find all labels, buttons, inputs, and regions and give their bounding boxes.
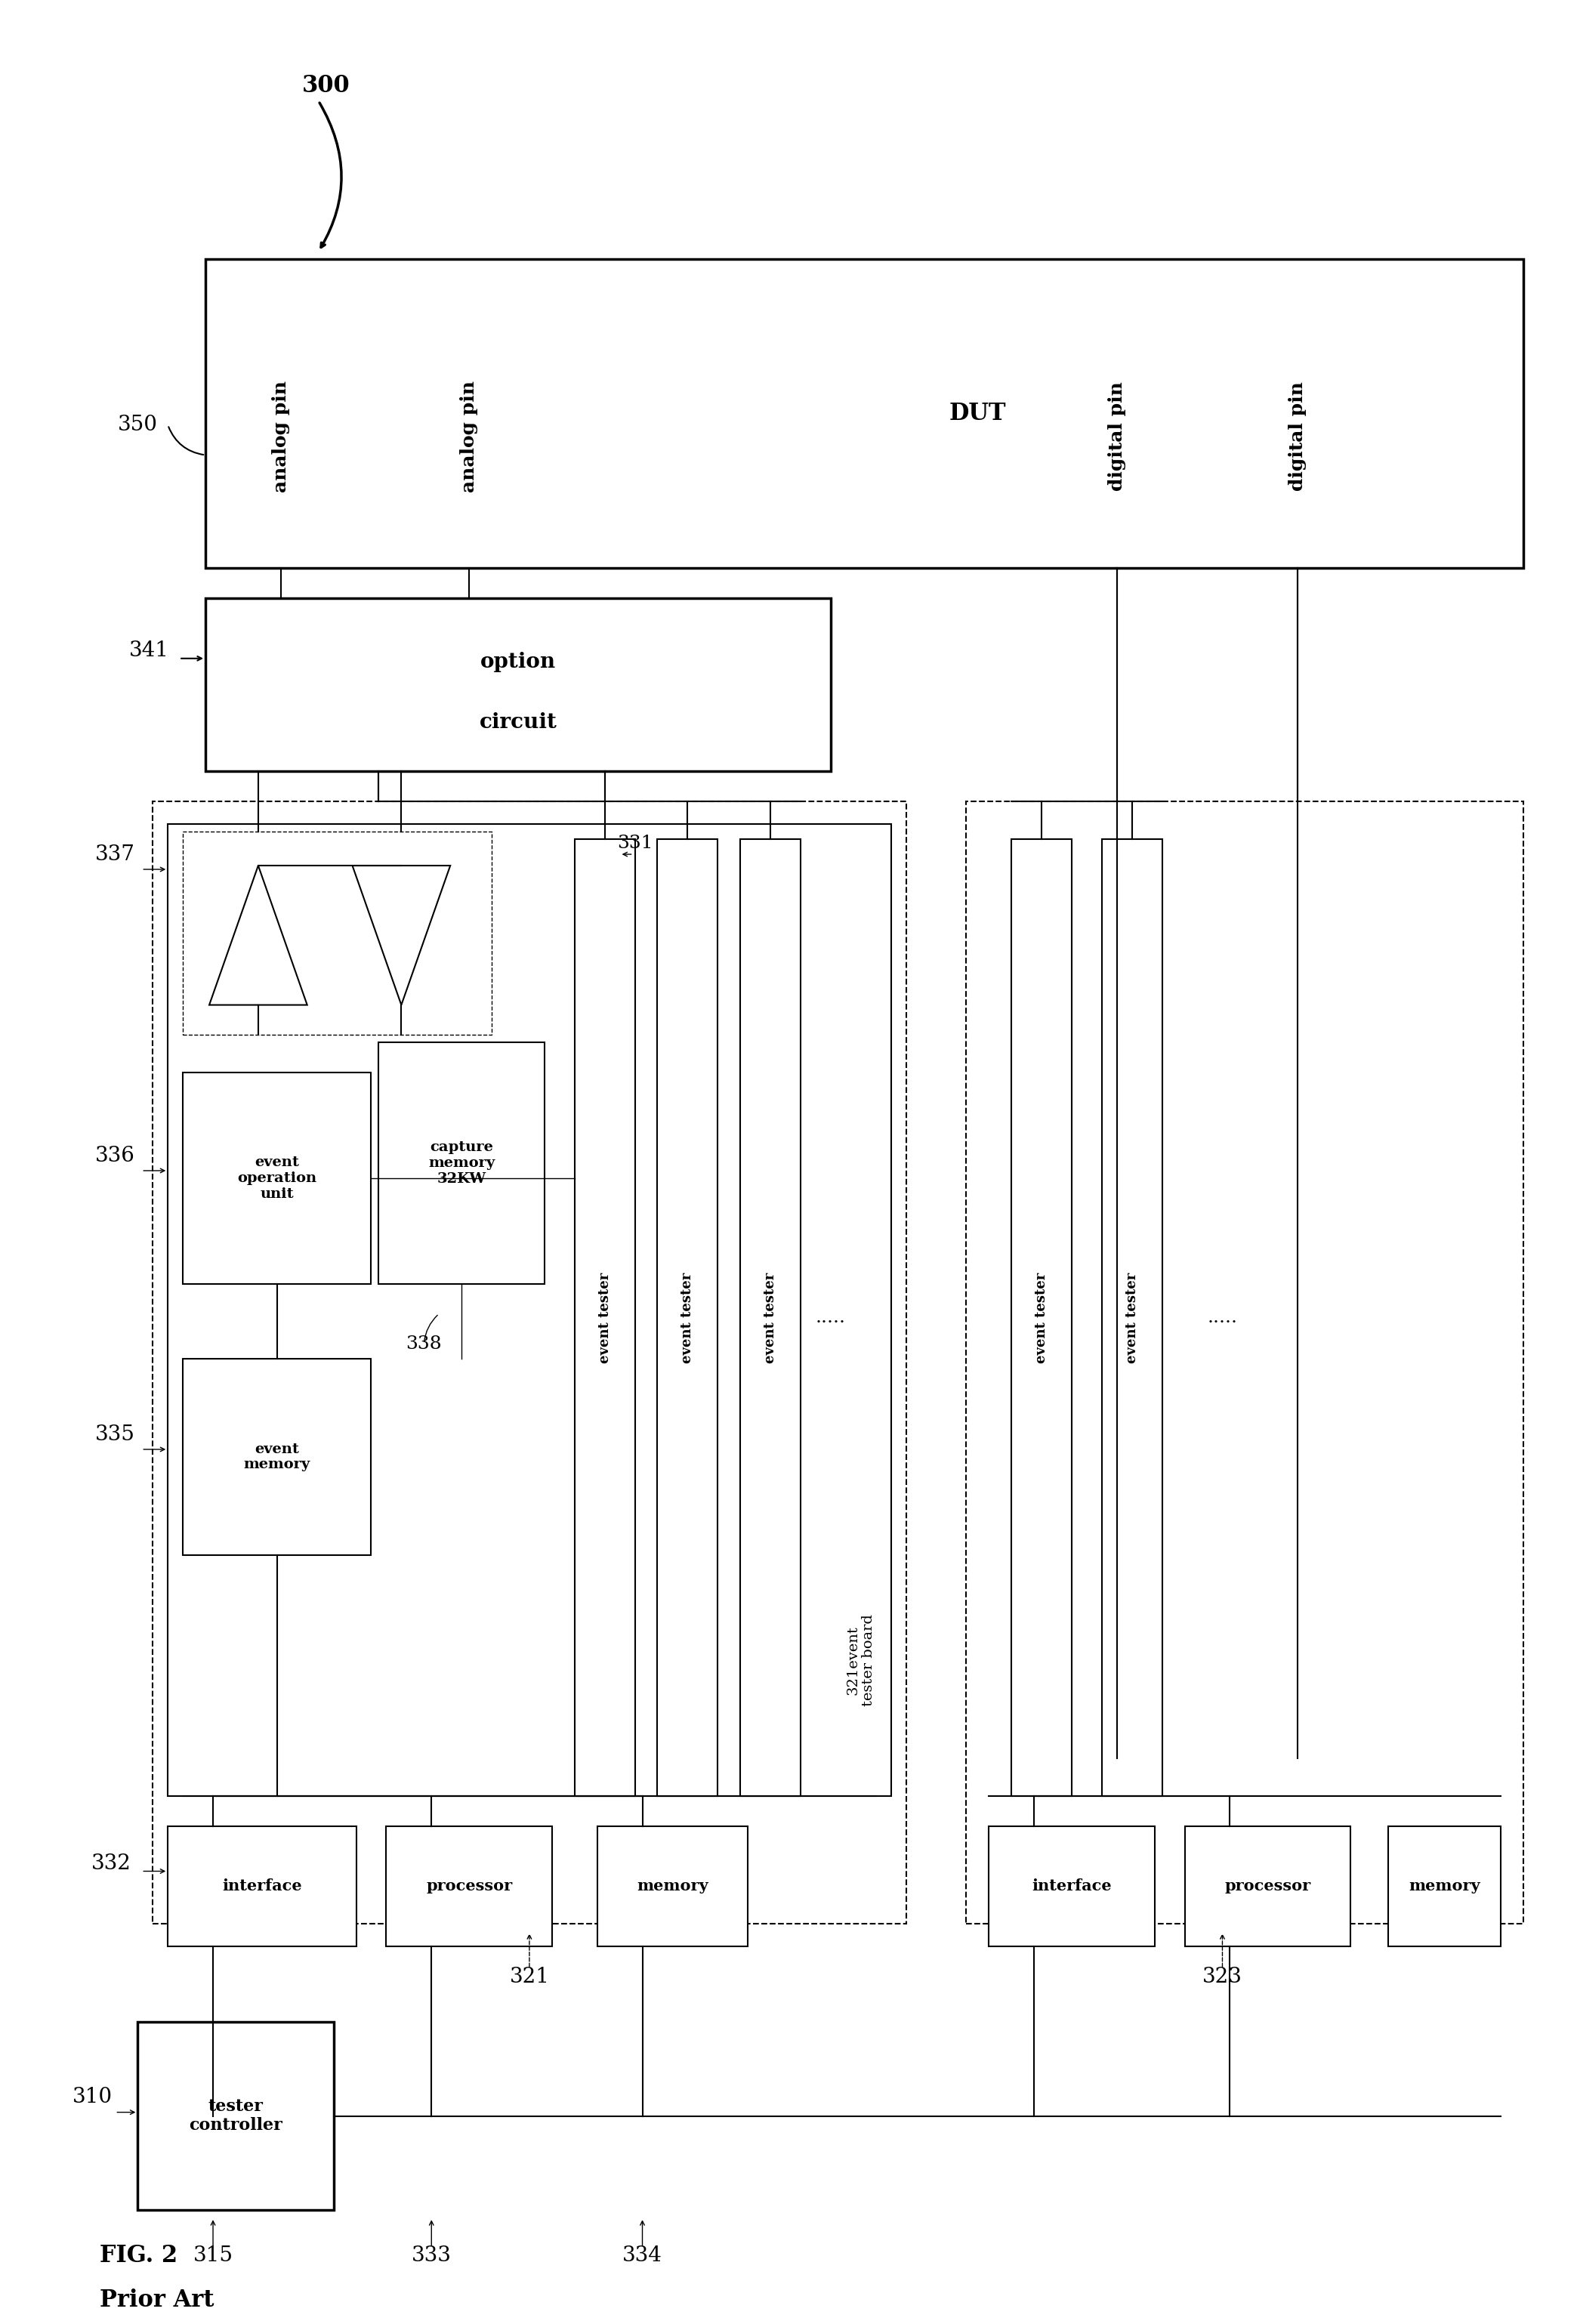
Bar [137,2022,333,2210]
Text: processor: processor [1224,1878,1310,1894]
Bar [1011,839,1072,1796]
Text: .....: ..... [815,1308,845,1327]
Bar [598,1827,747,1948]
Bar [378,1043,544,1283]
Text: event tester: event tester [598,1271,612,1362]
Text: option: option [481,653,555,672]
Bar [153,802,907,1924]
Text: interface: interface [222,1878,301,1894]
Bar [205,260,1523,567]
Text: 341: 341 [129,641,169,660]
Text: 300: 300 [301,74,350,98]
Text: .....: ..... [1208,1308,1238,1327]
Text: DUT: DUT [949,402,1006,425]
Bar [167,1827,356,1948]
Text: 321event
tester board: 321event tester board [847,1615,875,1706]
Text: analog pin: analog pin [460,381,478,493]
Bar [989,1827,1154,1948]
Text: memory: memory [637,1878,708,1894]
Text: 331: 331 [617,834,653,851]
Text: FIG. 2: FIG. 2 [99,2243,178,2268]
Text: event
operation
unit: event operation unit [238,1155,317,1202]
Text: event
memory: event memory [244,1443,311,1471]
Bar [967,802,1523,1924]
Bar [740,839,801,1796]
Text: 337: 337 [95,844,136,865]
Text: 338: 338 [405,1336,442,1353]
Text: processor: processor [426,1878,513,1894]
Text: digital pin: digital pin [1109,381,1126,490]
Text: tester
controller: tester controller [189,2099,282,2133]
Text: interface: interface [1031,1878,1112,1894]
Text: memory: memory [1408,1878,1481,1894]
Text: 323: 323 [1202,1966,1243,1987]
Bar [205,597,831,772]
Bar [386,1827,552,1948]
Text: 332: 332 [91,1855,131,1873]
Text: event tester: event tester [763,1271,777,1362]
Text: 350: 350 [118,414,158,435]
Text: event tester: event tester [1124,1271,1139,1362]
Text: Prior Art: Prior Art [99,2289,214,2312]
Text: analog pin: analog pin [271,381,290,493]
Text: 315: 315 [192,2245,233,2266]
Bar [167,825,891,1796]
Text: 310: 310 [73,2087,112,2108]
Text: event tester: event tester [1035,1271,1049,1362]
Text: 334: 334 [623,2245,662,2266]
Text: 321: 321 [509,1966,549,1987]
Bar [1102,839,1162,1796]
Bar [1388,1827,1501,1948]
Text: circuit: circuit [479,711,557,732]
Bar [658,839,718,1796]
Bar [1184,1827,1350,1948]
Text: 336: 336 [95,1146,136,1167]
Text: digital pin: digital pin [1288,381,1307,490]
Bar [183,1360,371,1555]
Text: event tester: event tester [681,1271,694,1362]
Text: capture
memory
32KW: capture memory 32KW [429,1141,495,1185]
Bar [574,839,636,1796]
Bar [183,832,492,1034]
Text: 335: 335 [95,1425,136,1446]
Bar [183,1074,371,1283]
Text: 333: 333 [412,2245,451,2266]
